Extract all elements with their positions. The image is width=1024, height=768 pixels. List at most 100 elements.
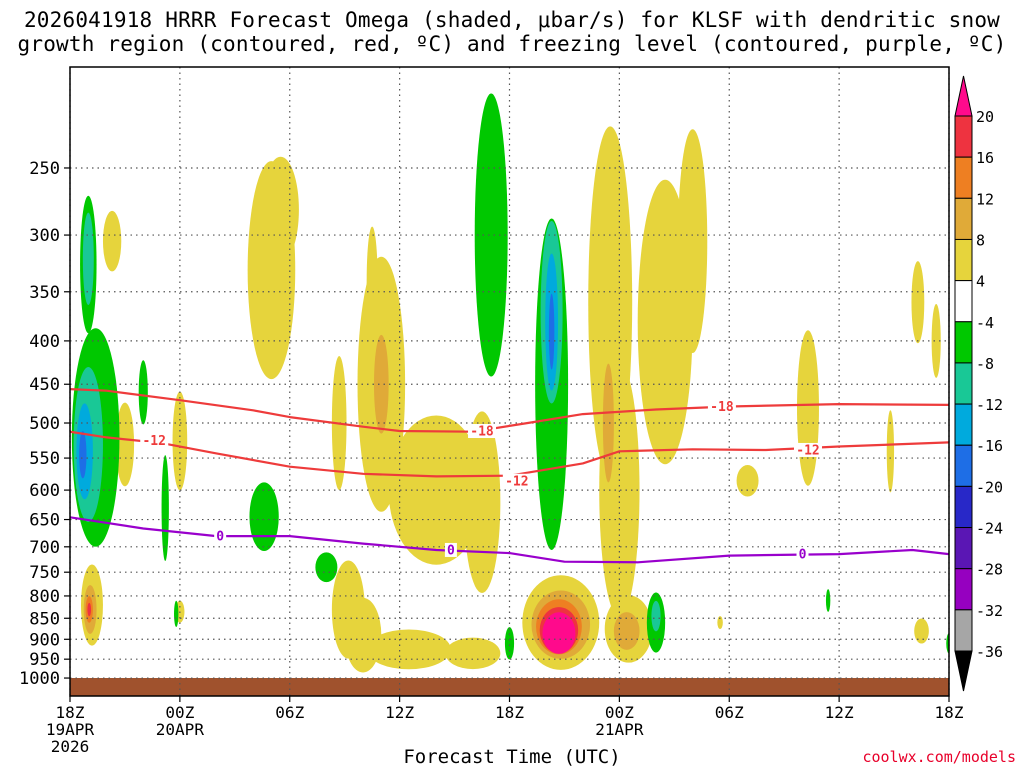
omega-region: [504, 627, 515, 660]
y-tick-label: 850: [29, 609, 60, 629]
contour-line-minus12: [70, 430, 949, 478]
chart-title-line-2: growth region (contoured, red, ºC) and f…: [17, 32, 1007, 56]
colorbar-segment: [954, 403, 973, 446]
x-tick-label: 12Z: [385, 703, 414, 722]
x-tick-label: 18Z: [935, 703, 964, 722]
colorbar: 20 16 12 8 4 -4 -8 -12 -16 -20 -24 -28 -32 -36: [954, 75, 1003, 692]
contour-label-bg: [707, 399, 736, 414]
omega-region: [542, 612, 576, 654]
omega-region: [172, 391, 188, 491]
omega-region: [331, 560, 365, 659]
x-tick-label: 20APR: [156, 720, 205, 739]
x-tick-label: 00Z: [165, 703, 194, 722]
omega-region: [474, 93, 508, 377]
y-tick-label: 600: [29, 481, 60, 501]
y-tick-label: 250: [29, 159, 60, 179]
omega-region: [736, 465, 759, 497]
omega-region: [174, 600, 179, 628]
colorbar-label: -36: [976, 643, 1003, 661]
omega-region: [388, 415, 484, 565]
y-tick-label: 350: [29, 283, 60, 303]
colorbar-label: -8: [976, 355, 994, 373]
omega-region: [102, 210, 122, 272]
x-tick-label: 21APR: [595, 720, 644, 739]
omega-region: [79, 431, 87, 479]
pressure-axis: 2503003504004505005506006507007508008509…: [19, 159, 70, 689]
omega-region: [613, 612, 640, 650]
colorbar-segment: [954, 362, 973, 405]
y-tick-label: 550: [29, 449, 60, 469]
colorbar-arrow-top: [954, 75, 973, 117]
omega-region: [161, 455, 169, 561]
contour-label-bg: [793, 442, 822, 457]
colorbar-segment: [954, 321, 973, 364]
omega-region: [463, 411, 501, 593]
colorbar-label: 20: [976, 108, 994, 126]
contour-label-bg: [214, 529, 227, 544]
contour-label: -12: [796, 443, 819, 458]
y-tick-label: 450: [29, 375, 60, 395]
y-tick-label: 400: [29, 332, 60, 352]
colorbar-label: 16: [976, 149, 994, 167]
colorbar-label: -24: [976, 520, 1003, 538]
y-tick-label: 900: [29, 630, 60, 650]
omega-region: [911, 261, 925, 344]
contour-label-bg: [140, 433, 169, 448]
omega-region: [797, 330, 819, 486]
contour-label: 0: [799, 548, 807, 563]
contour-label: -12: [142, 434, 165, 449]
omega-region: [138, 360, 148, 425]
y-tick-label: 700: [29, 538, 60, 558]
omega-region: [548, 293, 555, 370]
omega-region: [717, 616, 723, 629]
site-credit[interactable]: coolwx.com/models: [862, 748, 1016, 766]
x-tick-label: 12Z: [825, 703, 854, 722]
omega-region: [825, 589, 831, 612]
chart-title-line-1: 2026041918 HRRR Forecast Omega (shaded, …: [23, 8, 1001, 32]
omega-region: [366, 629, 451, 670]
x-tick-label: 00Z: [605, 703, 634, 722]
omega-region: [931, 303, 941, 378]
contour-label: -18: [470, 425, 494, 440]
contour-label: -12: [505, 474, 528, 489]
omega-region: [445, 637, 501, 670]
colorbar-segment: [954, 197, 973, 240]
y-tick-label: 650: [29, 511, 60, 531]
colorbar-segment: [954, 238, 973, 282]
omega-region: [262, 156, 299, 263]
contour-label-bg: [444, 542, 457, 557]
y-tick-label: 500: [29, 414, 60, 434]
x-axis-label: Forecast Time (UTC): [403, 746, 621, 768]
y-tick-label: 950: [29, 650, 60, 670]
x-tick-label: 18Z: [56, 703, 85, 722]
omega-region: [87, 602, 92, 617]
colorbar-segment: [954, 115, 973, 158]
colorbar-label: -16: [976, 437, 1003, 455]
colorbar-segment: [954, 280, 973, 323]
colorbar-segment: [954, 485, 973, 529]
x-tick-label: 19APR: [46, 720, 95, 739]
omega-region: [914, 618, 929, 644]
x-tick-label: 2026: [51, 737, 90, 756]
omega-region: [886, 410, 895, 493]
omega-region: [82, 212, 94, 306]
y-tick-label: 800: [29, 587, 60, 607]
colorbar-label: -20: [976, 478, 1003, 496]
colorbar-segment: [954, 568, 973, 611]
contour-label: -18: [710, 400, 734, 415]
y-tick-label: 1000: [19, 669, 60, 689]
colorbar-label: -4: [976, 314, 994, 332]
colorbar-segment: [954, 156, 973, 199]
colorbar-label: 4: [976, 273, 985, 291]
colorbar-label: 12: [976, 190, 994, 208]
colorbar-label: 8: [976, 231, 985, 249]
omega-region: [651, 600, 661, 632]
contour-label-bg: [502, 473, 531, 488]
omega-region: [677, 129, 708, 354]
colorbar-label: -28: [976, 561, 1003, 579]
ground-surface: [70, 678, 949, 696]
colorbar-segment: [954, 444, 973, 487]
colorbar-label: -12: [976, 396, 1003, 414]
